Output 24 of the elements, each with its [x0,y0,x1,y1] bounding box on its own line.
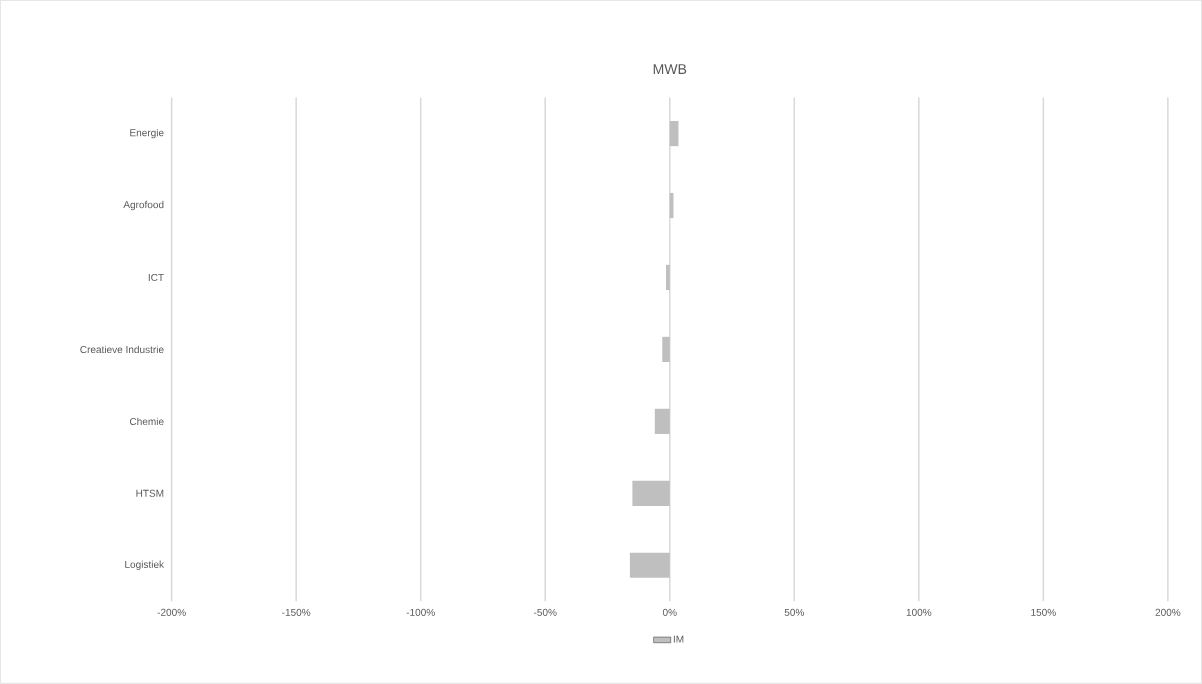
legend-label: IM [673,635,684,643]
bar [629,552,670,579]
x-tick-label: 150% [1031,608,1056,617]
bar [654,408,670,435]
y-tick-label: ICT [148,274,164,282]
x-tick-label: -200% [157,608,186,617]
bar [662,336,670,363]
chart-title: MWB [653,64,687,75]
y-tick-label: Chemie [129,417,164,426]
y-tick-label: Agrofood [123,200,164,211]
y-tick-label: Creatieve Industrie [80,345,164,354]
x-tick-label: -150% [282,608,311,617]
x-tick-label: 200% [1155,608,1181,617]
y-tick-label: HTSM [136,489,164,498]
x-tick-label: -50% [533,608,557,617]
bar [669,121,679,147]
y-tick-label: Energie [130,129,164,139]
x-tick-label: -100% [406,608,435,617]
y-tick-label: Logistiek [125,560,165,571]
bar [632,480,670,507]
x-tick-label: 50% [784,608,804,617]
x-tick-label: 100% [906,608,932,617]
x-tick-label: 0% [662,608,677,617]
bar [666,265,670,291]
